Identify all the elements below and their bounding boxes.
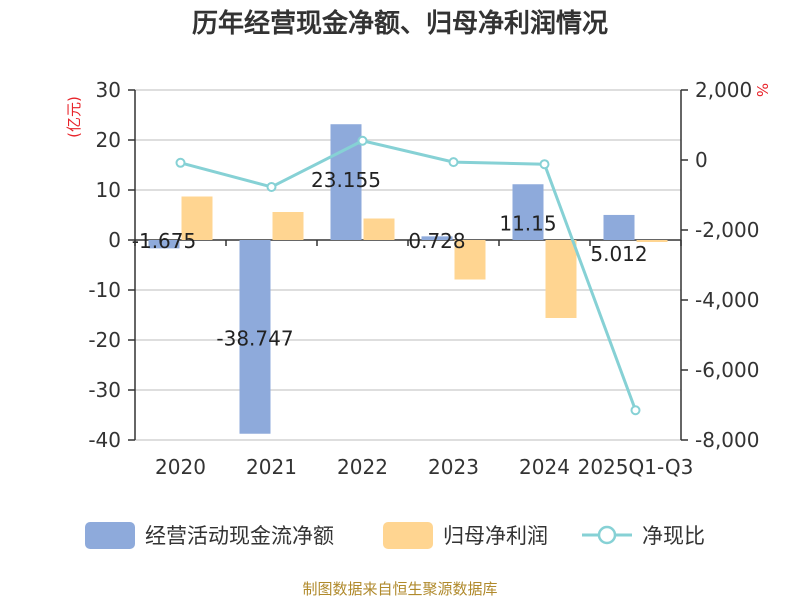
chart-title: 历年经营现金净额、归母净利润情况 [192, 8, 608, 39]
right-tick-label: -2,000 [695, 218, 759, 242]
ratio-polyline [180, 139, 637, 411]
legend-item-netprofit[interactable]: 归母净利润 [383, 522, 548, 549]
bar-cashflow [421, 236, 453, 240]
left-tick-label: -40 [88, 428, 121, 452]
legend-label-netprofit: 归母净利润 [443, 524, 548, 548]
right-tick-label: 0 [695, 148, 708, 172]
legend: 经营活动现金流净额 归母净利润 净现比 [85, 522, 705, 549]
data-label-cashflow: 0.728 [408, 229, 465, 253]
data-label-cashflow: -38.747 [216, 327, 293, 351]
data-labels: -1.675 -38.747 23.155 0.728 11.15 5.012 [132, 168, 648, 351]
legend-swatch-cashflow [85, 522, 135, 549]
bars [148, 124, 668, 434]
x-tick-label: 2020 [155, 455, 206, 479]
bar-cashflow [603, 214, 635, 240]
legend-label-ratio: 净现比 [642, 524, 705, 548]
right-tick-label: -4,000 [695, 288, 759, 312]
ratio-point [539, 159, 550, 170]
left-tick-label: -20 [88, 328, 121, 352]
x-tick-label: 2024 [519, 455, 570, 479]
grid [135, 89, 681, 441]
ratio-point [357, 135, 368, 146]
x-tick-label: 2023 [428, 455, 479, 479]
right-axis-unit: % [753, 83, 771, 97]
x-tick-label: 2021 [246, 455, 297, 479]
left-tick-label: 10 [96, 178, 121, 202]
left-tick-label: 0 [108, 228, 121, 252]
legend-swatch-ratio-marker [597, 525, 617, 545]
legend-item-ratio[interactable]: 净现比 [582, 524, 705, 548]
ratio-line [175, 135, 641, 416]
right-axis-ticks: 2,000 0 -2,000 -4,000 -6,000 -8,000 [681, 78, 759, 452]
bar-cashflow [148, 240, 180, 249]
left-tick-label: 20 [96, 128, 121, 152]
bar-netprofit [545, 240, 577, 318]
left-axis-unit: (亿元) [65, 96, 83, 138]
x-tick-label: 2022 [337, 455, 388, 479]
source-note: 制图数据来自恒生聚源数据库 [302, 580, 497, 598]
x-tick-label: 2025Q1-Q3 [578, 455, 694, 479]
left-tick-label: -30 [88, 378, 121, 402]
ratio-point [448, 157, 459, 168]
left-tick-label: -10 [88, 278, 121, 302]
right-tick-label: -8,000 [695, 428, 759, 452]
bar-netprofit [636, 240, 668, 242]
ratio-point [630, 405, 641, 416]
bar-cashflow [512, 184, 544, 240]
left-tick-label: 30 [96, 78, 121, 102]
bar-cashflow [239, 240, 271, 434]
bar-netprofit [454, 240, 486, 280]
bar-netprofit [181, 196, 213, 240]
data-label-cashflow: 5.012 [590, 242, 647, 266]
data-label-cashflow: 11.15 [499, 211, 556, 235]
legend-item-cashflow[interactable]: 经营活动现金流净额 [85, 522, 334, 549]
ratio-point [266, 181, 277, 192]
left-axis-ticks: 30 20 10 0 -10 -20 -30 -40 [88, 78, 135, 452]
bar-netprofit [363, 218, 395, 240]
data-label-cashflow: 23.155 [311, 168, 381, 192]
x-axis-ticks: 2020 2021 2022 2023 2024 2025Q1-Q3 [134, 240, 694, 479]
right-tick-label: -6,000 [695, 358, 759, 382]
bar-netprofit [272, 212, 304, 240]
right-tick-label: 2,000 [695, 78, 752, 102]
legend-swatch-netprofit [383, 522, 433, 549]
data-label-cashflow: -1.675 [132, 229, 196, 253]
legend-label-cashflow: 经营活动现金流净额 [145, 524, 334, 548]
ratio-point [175, 157, 186, 168]
